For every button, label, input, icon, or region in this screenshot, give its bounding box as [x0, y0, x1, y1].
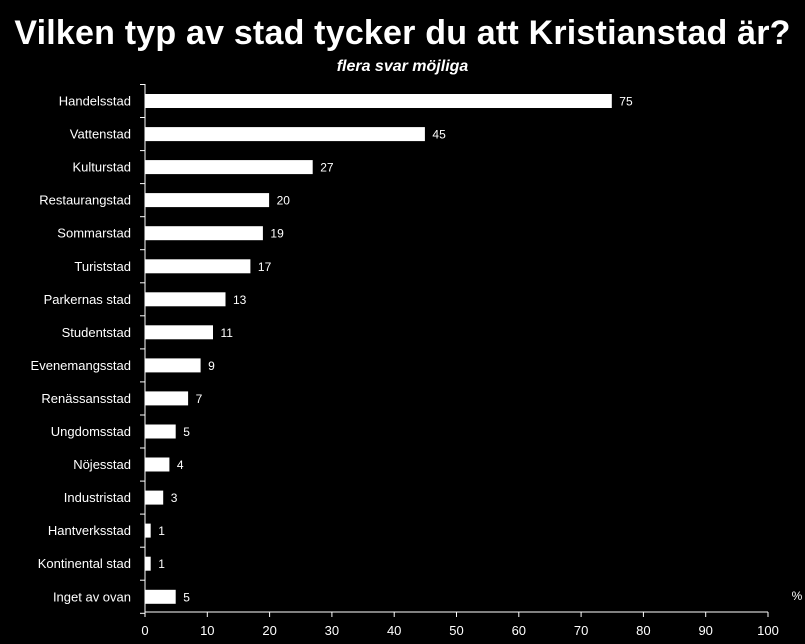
- bar-14: [144, 555, 152, 572]
- bar-0: [144, 93, 613, 109]
- bar-5: [144, 258, 252, 275]
- category-label: Ungdomsstad: [51, 424, 131, 439]
- data-label: 1: [158, 557, 165, 571]
- x-tick-label: 90: [698, 623, 712, 638]
- bar-11: [144, 456, 171, 473]
- category-label: Handelsstad: [59, 94, 131, 109]
- category-label: Vattenstad: [70, 127, 131, 142]
- bar-12: [144, 489, 165, 506]
- x-tick-label: 50: [449, 623, 463, 638]
- bar-13: [144, 522, 152, 539]
- data-label: 11: [221, 326, 234, 340]
- bar-9: [144, 390, 190, 407]
- bar-3: [144, 192, 271, 209]
- chart-title: Vilken typ av stad tycker du att Kristia…: [14, 14, 791, 52]
- x-tick-label: 10: [200, 623, 214, 638]
- x-tick-label: 100: [757, 623, 779, 638]
- x-tick-label: 80: [636, 623, 650, 638]
- data-label: 9: [208, 359, 215, 373]
- data-label: 17: [258, 260, 272, 274]
- bar-7: [144, 324, 214, 341]
- x-tick-label: 70: [574, 623, 588, 638]
- x-tick-label: 40: [387, 623, 401, 638]
- category-label: Sommarstad: [57, 226, 131, 241]
- bar-6: [144, 291, 227, 308]
- data-label: 5: [183, 425, 190, 439]
- x-unit-label: %: [792, 589, 803, 603]
- x-tick-label: 0: [141, 623, 148, 638]
- x-tick-label: 20: [262, 623, 276, 638]
- data-label: 5: [183, 590, 190, 604]
- category-label: Renässansstad: [41, 391, 131, 406]
- category-label: Nöjesstad: [73, 457, 131, 472]
- category-label: Parkernas stad: [44, 292, 131, 307]
- data-label: 19: [270, 227, 284, 241]
- bar-8: [144, 357, 202, 374]
- category-label: Inget av ovan: [53, 589, 131, 604]
- bar-2: [144, 159, 314, 176]
- bar-15: [144, 588, 177, 605]
- data-label: 1: [158, 524, 165, 538]
- bar-10: [144, 423, 177, 440]
- data-label: 13: [233, 293, 247, 307]
- data-label: 7: [196, 392, 203, 406]
- data-label: 45: [432, 128, 446, 142]
- axes-group: 0 10 20 30 40 50 60 70 80 90 100%: [140, 84, 803, 638]
- x-tick-label: 30: [325, 623, 339, 638]
- data-label: 27: [320, 161, 334, 175]
- category-label: Kontinental stad: [38, 556, 131, 571]
- category-label: Industristad: [64, 490, 131, 505]
- data-label: 3: [171, 491, 178, 505]
- data-label: 20: [277, 194, 291, 208]
- chart-subtitle: flera svar möjliga: [336, 58, 469, 75]
- x-tick-label: 60: [512, 623, 526, 638]
- category-label: Restaurangstad: [39, 193, 131, 208]
- category-label: Hantverksstad: [48, 523, 131, 538]
- data-label: 4: [177, 458, 184, 472]
- category-label: Kulturstad: [72, 160, 131, 175]
- bar-4: [144, 225, 264, 242]
- category-label: Evenemangsstad: [31, 358, 131, 373]
- category-label: Turiststad: [74, 259, 131, 274]
- bar-1: [144, 126, 426, 143]
- data-label: 75: [619, 95, 633, 109]
- category-label: Studentstad: [62, 325, 131, 340]
